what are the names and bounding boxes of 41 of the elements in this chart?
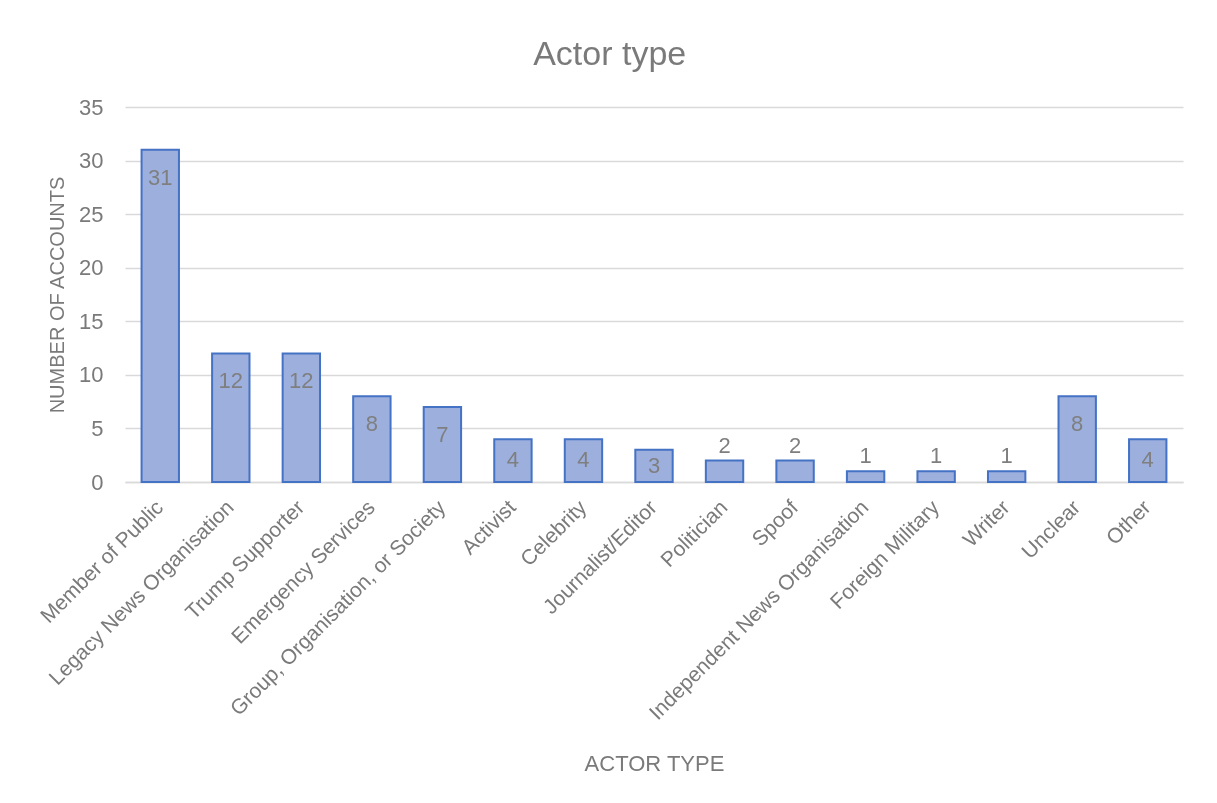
bar xyxy=(352,395,392,483)
bar xyxy=(140,148,180,483)
data-label: 3 xyxy=(647,452,661,478)
data-label: 4 xyxy=(506,447,520,473)
bar xyxy=(493,438,533,483)
data-label: 1 xyxy=(1000,443,1013,469)
y-tick-label: 0 xyxy=(91,469,104,495)
bar xyxy=(986,470,1027,483)
y-tick-label: 20 xyxy=(79,255,104,281)
bar xyxy=(211,352,251,483)
data-label: 1 xyxy=(859,443,872,469)
data-label: 4 xyxy=(1141,447,1154,473)
data-label: 2 xyxy=(788,432,802,458)
y-tick-label: 5 xyxy=(91,415,104,441)
y-tick-label: 35 xyxy=(79,94,104,120)
y-tick-label: 15 xyxy=(79,308,104,334)
chart-title: Actor type xyxy=(533,34,687,72)
bar xyxy=(1057,395,1097,483)
y-tick-label: 25 xyxy=(79,201,104,227)
bar xyxy=(916,470,956,483)
bar xyxy=(422,406,463,483)
data-label: 8 xyxy=(365,411,378,437)
bar xyxy=(281,352,322,483)
bar xyxy=(634,448,674,483)
bar xyxy=(563,438,604,483)
bar xyxy=(704,459,745,483)
data-label: 31 xyxy=(148,164,173,190)
y-tick-label: 10 xyxy=(79,362,104,388)
data-label: 12 xyxy=(218,368,244,394)
data-label: 12 xyxy=(289,368,314,394)
data-label: 4 xyxy=(577,447,590,473)
data-label: 8 xyxy=(1071,411,1084,437)
y-tick-label: 30 xyxy=(79,148,104,174)
bar xyxy=(775,459,815,483)
data-label: 2 xyxy=(718,432,731,458)
y-axis-title: NUMBER OF ACCOUNTS xyxy=(46,176,69,414)
data-label: 1 xyxy=(930,443,943,469)
bar xyxy=(1128,438,1168,483)
x-axis-title: ACTOR TYPE xyxy=(584,750,725,776)
bar xyxy=(845,470,886,483)
data-label: 7 xyxy=(436,422,449,447)
